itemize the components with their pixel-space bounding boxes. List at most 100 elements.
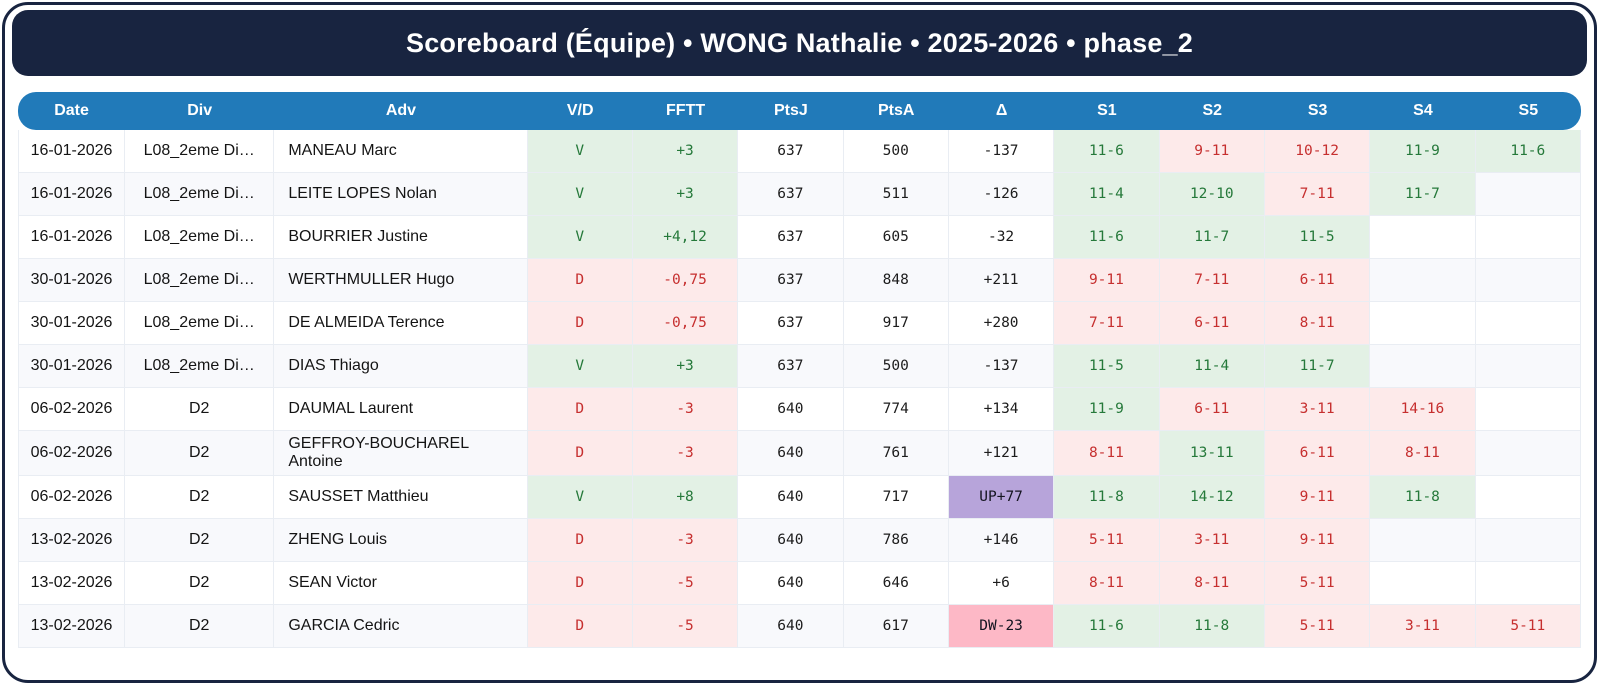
delta: +121 xyxy=(948,431,1055,476)
division: D2 xyxy=(125,519,275,562)
set-4-score xyxy=(1370,259,1476,302)
delta: +280 xyxy=(948,302,1055,345)
player-points: 637 xyxy=(738,302,844,345)
column-header-s4[interactable]: S4 xyxy=(1370,92,1476,130)
title-bar: Scoreboard (Équipe) • WONG Nathalie • 20… xyxy=(12,10,1587,76)
table-row: 30-01-2026 L08_2eme Di… WERTHMULLER Hugo D -… xyxy=(18,259,1581,302)
fftt-points: -0,75 xyxy=(632,302,739,345)
set-5-score xyxy=(1475,302,1581,345)
fftt-points: +3 xyxy=(632,173,739,216)
win-loss: V xyxy=(527,476,633,519)
set-3-score: 9-11 xyxy=(1264,519,1371,562)
set-5-score: 11-6 xyxy=(1475,130,1581,173)
adversary-points: 500 xyxy=(843,130,949,173)
set-3-score: 11-5 xyxy=(1264,216,1371,259)
player-points: 637 xyxy=(738,173,844,216)
column-header-ptsj[interactable]: PtsJ xyxy=(738,92,844,130)
match-date: 30-01-2026 xyxy=(18,259,126,302)
delta: -137 xyxy=(948,130,1055,173)
set-1-score: 11-6 xyxy=(1054,216,1160,259)
win-loss: V xyxy=(527,216,633,259)
adversary-name: DAUMAL Laurent xyxy=(274,388,528,431)
set-2-score: 8-11 xyxy=(1159,562,1265,605)
win-loss: D xyxy=(527,388,633,431)
table-row: 06-02-2026 D2 GEFFROY-BOUCHAREL Antoine D -3… xyxy=(18,431,1581,476)
set-4-score: 11-7 xyxy=(1370,173,1476,216)
division: D2 xyxy=(125,388,275,431)
set-4-score: 11-9 xyxy=(1370,130,1476,173)
table-row: 30-01-2026 L08_2eme Di… DIAS Thiago V +3 637 5… xyxy=(18,345,1581,388)
table-row: 13-02-2026 D2 GARCIA Cedric D -5 640 617 DW-23 1… xyxy=(18,605,1581,648)
set-1-score: 11-4 xyxy=(1054,173,1160,216)
set-2-score: 11-8 xyxy=(1159,605,1265,648)
player-points: 637 xyxy=(738,130,844,173)
column-header-fftt[interactable]: FFTT xyxy=(632,92,739,130)
match-date: 06-02-2026 xyxy=(18,388,126,431)
win-loss: V xyxy=(527,345,633,388)
fftt-points: +4,12 xyxy=(632,216,739,259)
match-date: 16-01-2026 xyxy=(18,173,126,216)
adversary-name: DE ALMEIDA Terence xyxy=(274,302,528,345)
set-1-score: 11-8 xyxy=(1054,476,1160,519)
set-5-score xyxy=(1475,259,1581,302)
table-row: 06-02-2026 D2 SAUSSET Matthieu V +8 640 717 UP+… xyxy=(18,476,1581,519)
set-2-score: 9-11 xyxy=(1159,130,1265,173)
set-5-score xyxy=(1475,216,1581,259)
set-5-score: 5-11 xyxy=(1475,605,1581,648)
adversary-points: 605 xyxy=(843,216,949,259)
column-header-ptsa[interactable]: PtsA xyxy=(843,92,949,130)
set-5-score xyxy=(1475,173,1581,216)
column-header-s2[interactable]: S2 xyxy=(1159,92,1265,130)
fftt-points: -5 xyxy=(632,562,739,605)
scoreboard-table-container: Date Div Adv V/D FFTT PtsJ PtsA Δ S1 S2 S3 S4 S5 16-… xyxy=(12,76,1587,648)
column-header-s3[interactable]: S3 xyxy=(1264,92,1371,130)
set-3-score: 6-11 xyxy=(1264,259,1371,302)
delta: +134 xyxy=(948,388,1055,431)
fftt-points: +3 xyxy=(632,130,739,173)
match-date: 06-02-2026 xyxy=(18,431,126,476)
set-4-score: 8-11 xyxy=(1370,431,1476,476)
player-points: 640 xyxy=(738,562,844,605)
delta: +146 xyxy=(948,519,1055,562)
column-header-delta[interactable]: Δ xyxy=(948,92,1055,130)
column-header-adv[interactable]: Adv xyxy=(274,92,528,130)
adversary-name: GARCIA Cedric xyxy=(274,605,528,648)
player-points: 640 xyxy=(738,431,844,476)
column-header-vd[interactable]: V/D xyxy=(527,92,633,130)
set-1-score: 11-5 xyxy=(1054,345,1160,388)
division: D2 xyxy=(125,562,275,605)
fftt-points: -3 xyxy=(632,388,739,431)
delta: -137 xyxy=(948,345,1055,388)
division: D2 xyxy=(125,476,275,519)
set-5-score xyxy=(1475,388,1581,431)
column-header-s5[interactable]: S5 xyxy=(1475,92,1581,130)
adversary-points: 646 xyxy=(843,562,949,605)
adversary-points: 761 xyxy=(843,431,949,476)
column-header-s1[interactable]: S1 xyxy=(1054,92,1160,130)
column-header-date[interactable]: Date xyxy=(18,92,126,130)
set-3-score: 7-11 xyxy=(1264,173,1371,216)
set-3-score: 8-11 xyxy=(1264,302,1371,345)
set-2-score: 14-12 xyxy=(1159,476,1265,519)
set-3-score: 3-11 xyxy=(1264,388,1371,431)
win-loss: V xyxy=(527,130,633,173)
set-4-score xyxy=(1370,302,1476,345)
player-points: 640 xyxy=(738,388,844,431)
fftt-points: -0,75 xyxy=(632,259,739,302)
adversary-points: 786 xyxy=(843,519,949,562)
division: L08_2eme Di… xyxy=(125,345,275,388)
set-1-score: 11-6 xyxy=(1054,605,1160,648)
table-row: 16-01-2026 L08_2eme Di… LEITE LOPES Nolan V… xyxy=(18,173,1581,216)
fftt-points: +8 xyxy=(632,476,739,519)
player-points: 637 xyxy=(738,345,844,388)
table-row: 06-02-2026 D2 DAUMAL Laurent D -3 640 774 +134 1… xyxy=(18,388,1581,431)
delta: +6 xyxy=(948,562,1055,605)
delta: -126 xyxy=(948,173,1055,216)
column-header-div[interactable]: Div xyxy=(125,92,275,130)
match-date: 06-02-2026 xyxy=(18,476,126,519)
match-date: 16-01-2026 xyxy=(18,130,126,173)
adversary-name: WERTHMULLER Hugo xyxy=(274,259,528,302)
division: L08_2eme Di… xyxy=(125,173,275,216)
set-1-score: 7-11 xyxy=(1054,302,1160,345)
